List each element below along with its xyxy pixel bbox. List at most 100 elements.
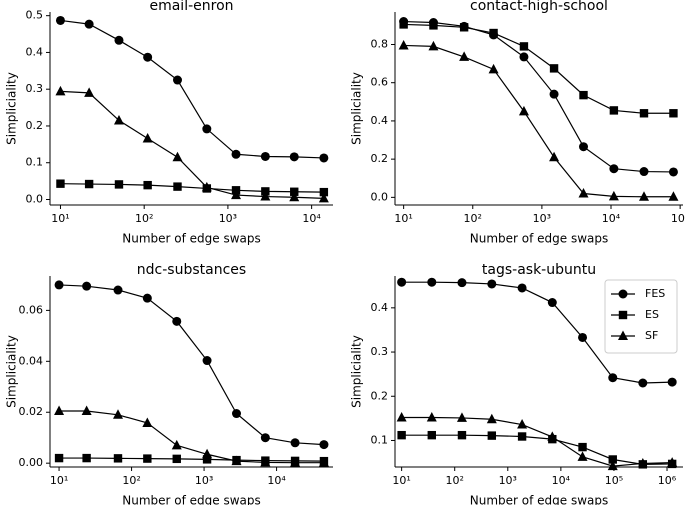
y-tick-label: 0.04 xyxy=(19,354,44,367)
marker xyxy=(486,413,497,424)
x-axis-label: Number of edge swaps xyxy=(122,494,261,505)
y-tick-label: 0.2 xyxy=(371,389,389,402)
marker xyxy=(54,280,64,290)
marker xyxy=(84,87,95,97)
series-line xyxy=(403,20,674,173)
marker xyxy=(519,42,529,51)
marker xyxy=(578,332,588,342)
marker xyxy=(318,457,329,467)
marker xyxy=(668,167,678,177)
x-axis-label: Number of edge swaps xyxy=(122,232,261,246)
x-tick-label: 10¹ xyxy=(394,212,412,225)
series-line xyxy=(59,457,324,462)
marker xyxy=(142,132,153,143)
y-axis-label: Simpliciality xyxy=(350,335,364,408)
marker xyxy=(172,151,183,162)
subplot: ndc-substances Number of edge swaps Simpli… xyxy=(5,262,333,505)
x-tick-label: 10² xyxy=(135,212,153,225)
marker xyxy=(231,455,242,466)
marker xyxy=(173,182,182,191)
series-line xyxy=(59,284,324,446)
y-tick-label: 0.02 xyxy=(19,405,44,418)
y-tick-label: 0.3 xyxy=(26,82,44,95)
marker xyxy=(142,293,152,303)
marker xyxy=(427,430,436,440)
x-tick-label: 10⁴ xyxy=(602,212,621,225)
y-tick-label: 0.5 xyxy=(26,9,44,22)
marker xyxy=(427,277,437,287)
legend: FES ES SF xyxy=(604,279,678,354)
marker xyxy=(143,52,153,62)
marker xyxy=(487,279,497,289)
subplot: tags-ask-ubuntu Number of edge swaps Simpl… xyxy=(350,262,683,505)
y-tick-label: 0.8 xyxy=(371,37,389,50)
subplot-title: tags-ask-ubuntu xyxy=(482,262,596,278)
x-tick-label: 10⁵ xyxy=(605,474,623,487)
marker xyxy=(84,179,94,189)
marker xyxy=(398,39,409,50)
legend-label: SF xyxy=(645,329,658,342)
marker xyxy=(54,453,64,463)
x-tick-label: 10⁴ xyxy=(267,474,286,487)
marker xyxy=(397,277,407,287)
marker xyxy=(56,179,65,188)
marker xyxy=(202,448,213,459)
x-tick-label: 10³ xyxy=(219,212,237,225)
marker xyxy=(113,114,124,125)
x-tick-label: 10³ xyxy=(533,212,551,225)
marker xyxy=(639,109,649,118)
x-tick-label: 10¹ xyxy=(392,474,410,487)
y-tick-label: 0.4 xyxy=(371,301,389,314)
y-tick-label: 0.2 xyxy=(26,119,44,132)
subplot-title: ndc-substances xyxy=(137,262,246,278)
series-line xyxy=(403,23,674,114)
x-tick-label: 10² xyxy=(464,212,482,225)
y-axis-label: Simpliciality xyxy=(5,335,19,408)
marker xyxy=(55,85,66,96)
legend-label: FES xyxy=(645,287,665,300)
marker xyxy=(113,285,123,295)
marker xyxy=(549,89,559,99)
marker xyxy=(577,451,588,461)
marker xyxy=(201,181,212,192)
y-tick-label: 0.2 xyxy=(371,152,389,165)
marker xyxy=(289,152,299,162)
subplot: email-enron Number of edge swaps Simplicia… xyxy=(5,0,333,246)
marker xyxy=(231,149,241,159)
marker xyxy=(638,378,648,388)
marker xyxy=(609,106,619,115)
marker xyxy=(202,356,212,366)
series-line xyxy=(60,19,324,159)
marker xyxy=(489,28,498,38)
x-tick-label: 10¹ xyxy=(50,474,68,487)
legend-frame xyxy=(604,279,678,354)
marker xyxy=(518,105,529,116)
marker xyxy=(260,151,270,161)
y-tick-label: 0.00 xyxy=(19,456,44,469)
marker xyxy=(426,411,437,422)
marker xyxy=(608,373,618,383)
series-line xyxy=(401,281,673,384)
y-tick-label: 0.6 xyxy=(371,76,389,89)
marker xyxy=(517,432,527,441)
marker xyxy=(608,190,619,201)
marker xyxy=(579,90,588,100)
marker xyxy=(457,278,467,288)
x-axis-label: Number of edge swaps xyxy=(470,494,609,505)
marker xyxy=(319,153,329,163)
marker xyxy=(290,457,301,467)
legend-label: ES xyxy=(645,308,659,321)
marker xyxy=(519,52,529,62)
marker xyxy=(429,21,438,30)
marker xyxy=(549,64,559,73)
marker xyxy=(84,19,94,29)
marker xyxy=(81,405,92,415)
marker xyxy=(547,431,558,441)
marker xyxy=(202,455,212,464)
x-tick-label: 10⁶ xyxy=(658,474,677,487)
y-tick-label: 0.4 xyxy=(371,114,389,127)
marker xyxy=(113,409,124,419)
marker xyxy=(608,455,617,464)
marker xyxy=(82,281,92,291)
